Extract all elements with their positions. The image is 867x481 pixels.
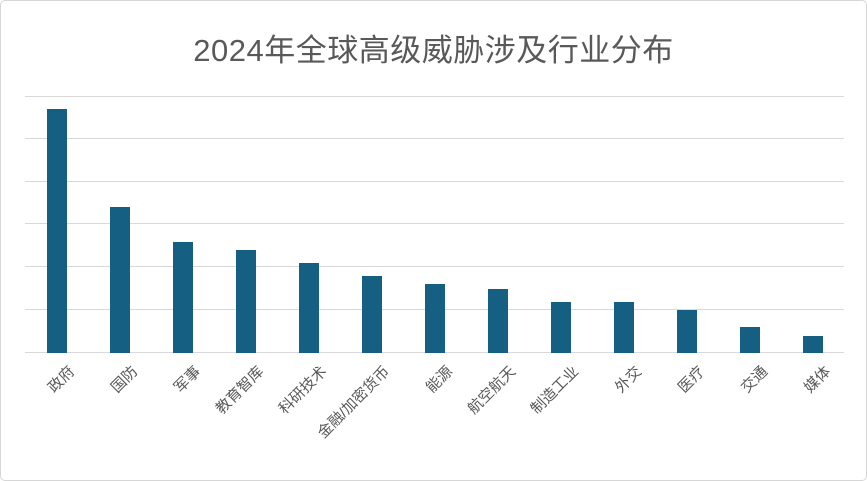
gridline: [25, 181, 844, 182]
chart-title: 2024年全球高级威胁涉及行业分布: [193, 33, 674, 68]
bar: [677, 310, 697, 353]
bar: [362, 276, 382, 353]
gridline: [25, 96, 844, 97]
bar: [551, 302, 571, 353]
gridline: [25, 266, 844, 267]
gridline: [25, 138, 844, 139]
bar: [740, 327, 760, 353]
bar: [614, 302, 634, 353]
plot-area: [25, 96, 844, 353]
bar: [488, 289, 508, 353]
bar: [173, 242, 193, 353]
bar: [299, 263, 319, 353]
bar: [236, 250, 256, 353]
bar: [803, 336, 823, 353]
bar: [110, 207, 130, 353]
bar: [47, 109, 67, 353]
gridline: [25, 223, 844, 224]
x-axis-labels: 政府 国防 军事 教育智库 科研技术 金融/加密货币 能源 航空航天 制造工业 外交 医疗 交通 媒体: [25, 361, 844, 476]
bar: [425, 284, 445, 353]
